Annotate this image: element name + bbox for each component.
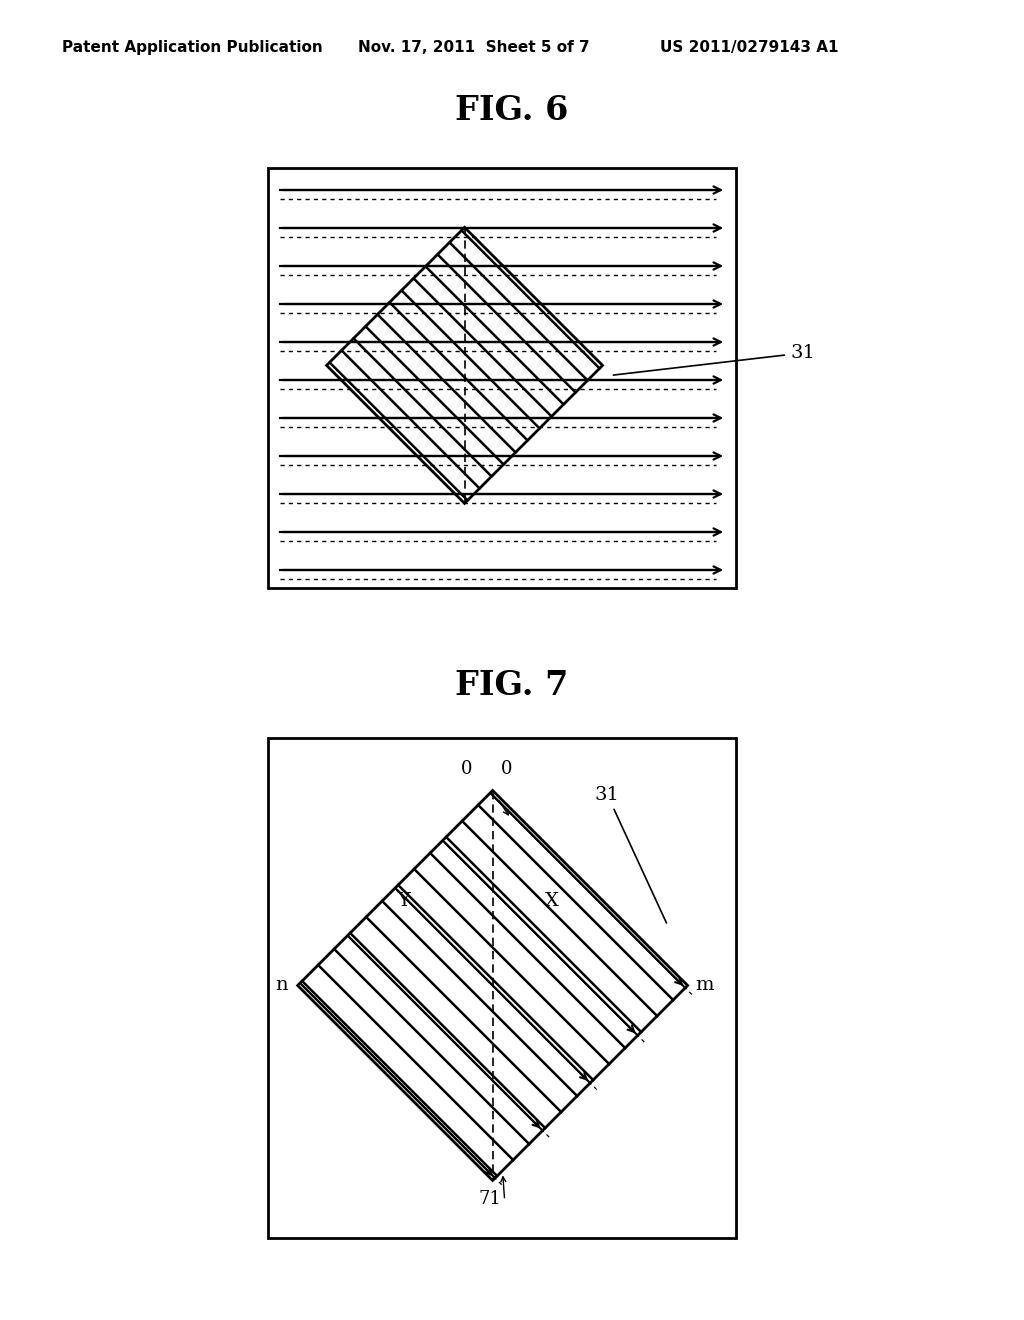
Text: 31: 31 [595,785,667,923]
Text: Patent Application Publication: Patent Application Publication [62,40,323,55]
Text: FIG. 7: FIG. 7 [456,669,568,702]
Bar [268,168,736,587]
Text: 71: 71 [478,1191,502,1209]
Text: 0: 0 [461,760,472,779]
Text: X: X [545,891,558,909]
Text: US 2011/0279143 A1: US 2011/0279143 A1 [660,40,839,55]
Bar [268,738,736,1238]
Text: m: m [695,977,714,994]
Text: n: n [275,977,289,994]
Text: FIG. 6: FIG. 6 [456,94,568,127]
Text: Y: Y [397,891,411,909]
Text: Nov. 17, 2011  Sheet 5 of 7: Nov. 17, 2011 Sheet 5 of 7 [358,40,590,55]
Text: 0: 0 [501,760,512,779]
Text: 31: 31 [613,345,815,375]
